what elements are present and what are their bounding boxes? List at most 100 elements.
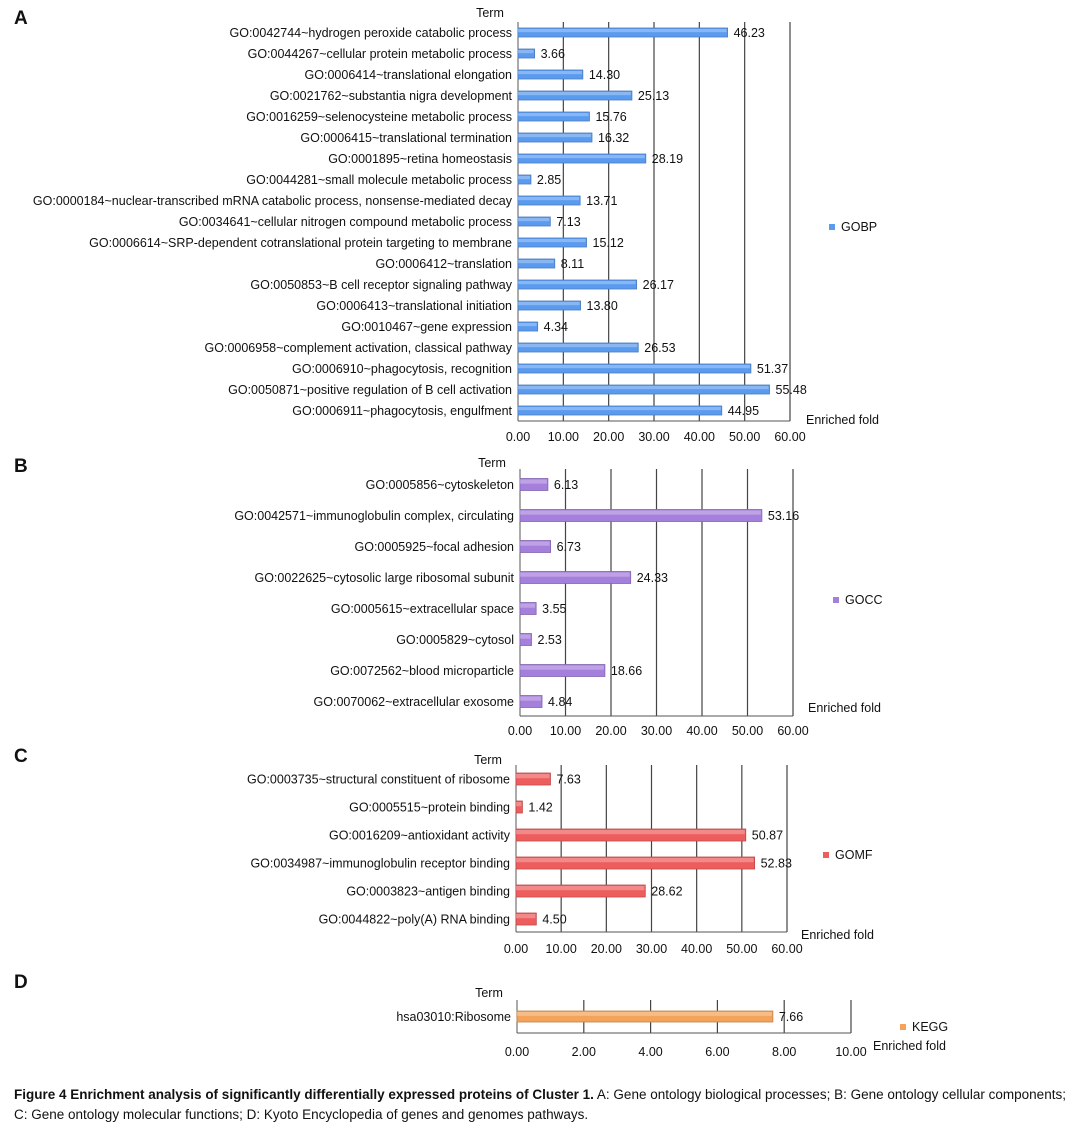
panel-a-bar-highlight bbox=[518, 197, 580, 201]
panel-a-bar-highlight bbox=[518, 71, 582, 75]
panel-c-bar-highlight bbox=[516, 774, 550, 779]
panel-c-bar-highlight bbox=[516, 886, 645, 891]
panel-b-bar bbox=[519, 571, 632, 584]
panel-b-term-label: GO:0022625~cytosolic large ribosomal sub… bbox=[254, 571, 514, 585]
panel-a-letter: A bbox=[14, 8, 28, 29]
panel-c-bar-highlight bbox=[516, 914, 536, 919]
panel-a-x-tick-label: 30.00 bbox=[638, 430, 669, 444]
panel-c-x-axis-title: Enriched fold bbox=[801, 928, 874, 942]
panel-a-term-label: GO:0044281~small molecule metabolic proc… bbox=[246, 173, 512, 187]
panel-a-term-label: GO:0010467~gene expression bbox=[341, 320, 512, 334]
panel-a-term-label: GO:0006958~complement activation, classi… bbox=[205, 341, 513, 355]
panel-c-value-label: 50.87 bbox=[752, 829, 783, 843]
panel-a-bar bbox=[517, 111, 590, 122]
panel-a-bar bbox=[517, 279, 638, 290]
panel-d-value-label: 7.66 bbox=[779, 1010, 803, 1024]
panel-c-bar bbox=[515, 912, 537, 926]
panel-a-bar bbox=[517, 132, 593, 143]
panel-d-letter: D bbox=[14, 972, 28, 993]
panel-a-bar bbox=[517, 300, 581, 311]
panel-d-x-tick-label: 6.00 bbox=[705, 1045, 729, 1059]
panel-b-term-label: GO:0005829~cytosol bbox=[396, 633, 514, 647]
panel-a-value-label: 2.85 bbox=[537, 173, 561, 187]
panel-d-x-tick-label: 2.00 bbox=[572, 1045, 596, 1059]
panel-b-bar-highlight bbox=[520, 572, 630, 577]
panel-c-bar-highlight bbox=[516, 858, 754, 863]
panel-a-term-label: GO:0001895~retina homeostasis bbox=[328, 152, 512, 166]
panel-c-legend-label: GOMF bbox=[835, 848, 873, 862]
panel-a-bar-highlight bbox=[518, 218, 550, 222]
caption-text: A: Gene ontology biological processes; B… bbox=[14, 1087, 1066, 1122]
panel-d-x-tick-label: 4.00 bbox=[638, 1045, 662, 1059]
panel-a-bar-highlight bbox=[518, 365, 750, 369]
panel-a-bar-highlight bbox=[518, 260, 554, 264]
panel-a-term-label: GO:0016259~selenocysteine metabolic proc… bbox=[246, 110, 512, 124]
panel-c-bar bbox=[515, 772, 551, 786]
panel-b-bar-highlight bbox=[520, 603, 536, 608]
panel-a-value-label: 46.23 bbox=[734, 26, 765, 40]
panel-d-x-tick-label: 0.00 bbox=[505, 1045, 529, 1059]
panel-a-value-label: 25.13 bbox=[638, 89, 669, 103]
panel-c-x-tick-label: 0.00 bbox=[504, 942, 528, 956]
panel-a-value-label: 26.17 bbox=[643, 278, 674, 292]
panel-a-bar-highlight bbox=[518, 113, 589, 117]
panel-a-term-label: GO:0006412~translation bbox=[375, 257, 512, 271]
panel-a-y-axis-title: Term bbox=[476, 6, 504, 20]
panel-b-value-label: 4.84 bbox=[548, 695, 572, 709]
panel-b-legend-swatch bbox=[833, 597, 839, 603]
panel-a-bar bbox=[517, 405, 723, 416]
panel-b-term-label: GO:0070062~extracellular exosome bbox=[314, 695, 515, 709]
panel-c-bar bbox=[515, 828, 747, 842]
panel-b-term-label: GO:0005856~cytoskeleton bbox=[366, 478, 514, 492]
panel-a-legend-swatch bbox=[829, 224, 835, 230]
panel-a-term-label: GO:0042744~hydrogen peroxide catabolic p… bbox=[230, 26, 512, 40]
panel-a-bar-highlight bbox=[518, 176, 530, 180]
panel-a-bar-highlight bbox=[518, 302, 580, 306]
panel-b-x-tick-label: 50.00 bbox=[732, 724, 763, 738]
panel-a-term-label: GO:0006414~translational elongation bbox=[305, 68, 512, 82]
panel-b-x-tick-label: 40.00 bbox=[686, 724, 717, 738]
panel-a-bar bbox=[517, 216, 551, 227]
panel-c-letter: C bbox=[14, 746, 28, 767]
panel-b-x-tick-label: 60.00 bbox=[777, 724, 808, 738]
panel-a-value-label: 8.11 bbox=[561, 257, 584, 271]
panel-b-term-label: GO:0072562~blood microparticle bbox=[330, 664, 514, 678]
panel-d-x-tick-label: 10.00 bbox=[835, 1045, 866, 1059]
panel-b-bar bbox=[519, 478, 549, 491]
panel-a-value-label: 13.71 bbox=[586, 194, 617, 208]
panel-c-value-label: 52.83 bbox=[761, 857, 792, 871]
panel-a-term-label: GO:0006415~translational termination bbox=[300, 131, 512, 145]
panel-a-bar-highlight bbox=[518, 155, 645, 159]
panel-a-bar-highlight bbox=[518, 281, 636, 285]
panel-d-legend-label: KEGG bbox=[912, 1020, 948, 1034]
panel-a-term-label: GO:0021762~substantia nigra development bbox=[270, 89, 513, 103]
panel-b-term-label: GO:0005615~extracellular space bbox=[331, 602, 514, 616]
panel-b-bar bbox=[519, 509, 763, 522]
panel-d-bar-highlight bbox=[517, 1012, 772, 1016]
panel-c-x-tick-label: 10.00 bbox=[546, 942, 577, 956]
panel-b-bar-highlight bbox=[520, 696, 542, 701]
panel-c-value-label: 1.42 bbox=[528, 801, 552, 815]
panel-c-x-tick-label: 60.00 bbox=[771, 942, 802, 956]
panel-d-legend-swatch bbox=[900, 1024, 906, 1030]
panel-a-bar bbox=[517, 342, 639, 353]
panel-b-value-label: 3.55 bbox=[542, 602, 566, 616]
panel-a-value-label: 16.32 bbox=[598, 131, 629, 145]
panel-b-bar-highlight bbox=[520, 479, 547, 484]
panel-a-term-label: GO:0050871~positive regulation of B cell… bbox=[228, 383, 512, 397]
panel-a-bar bbox=[517, 258, 556, 269]
panel-b-bar-highlight bbox=[520, 510, 761, 515]
panel-c-bar bbox=[515, 884, 646, 898]
panel-b-value-label: 2.53 bbox=[538, 633, 562, 647]
panel-a-bar-highlight bbox=[518, 407, 721, 411]
panel-a-bar bbox=[517, 195, 581, 206]
panel-b-x-axis-title: Enriched fold bbox=[808, 701, 881, 715]
caption-title: Figure 4 Enrichment analysis of signific… bbox=[14, 1087, 594, 1102]
panel-a-x-axis-title: Enriched fold bbox=[806, 413, 879, 427]
panel-c-term-label: GO:0003823~antigen binding bbox=[346, 885, 510, 899]
panel-a-x-tick-label: 60.00 bbox=[774, 430, 805, 444]
panel-b-value-label: 6.73 bbox=[557, 540, 581, 554]
panel-a-bar bbox=[517, 174, 532, 185]
panel-b-x-tick-label: 10.00 bbox=[550, 724, 581, 738]
